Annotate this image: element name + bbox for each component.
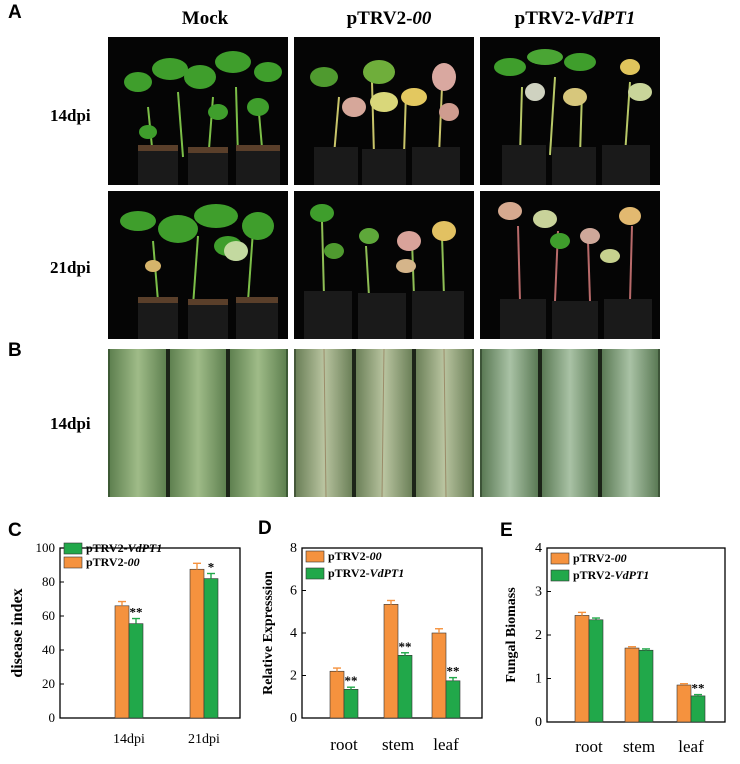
bar: [329, 670, 345, 719]
y-tick-label: 4: [290, 626, 297, 641]
bar: [397, 655, 413, 719]
bar: [189, 568, 205, 719]
y-axis-label: Relative Expresssion: [261, 571, 276, 695]
panel-letter-c: C: [8, 520, 22, 541]
column-header-mock: Mock: [181, 8, 229, 29]
photo-mock-14dpi: [108, 37, 288, 185]
photo-ptrv2-vdpt1-21dpi: [480, 191, 660, 339]
x-tick-label: root: [330, 735, 358, 754]
bar: [624, 647, 640, 723]
column-header-ptrv2-00: pTRV2-00: [346, 8, 432, 29]
legend-swatch: [63, 556, 83, 569]
y-tick-label: 20: [42, 676, 55, 691]
significance-label: **: [447, 664, 460, 679]
chart-d-container: 0 2 4 6 8 Relative Expresssion ** root ** stem ** l…: [250, 530, 495, 764]
x-tick-label: 21dpi: [188, 732, 220, 747]
legend-label: pTRV2-VdPT1: [328, 566, 404, 580]
panel-letter-d: D: [258, 518, 272, 539]
x-tick-label: leaf: [433, 735, 459, 754]
panel-letter-b: B: [8, 340, 22, 361]
stem-photo-mock: [108, 349, 288, 497]
column-header-ptrv2-vdpt1: pTRV2-VdPT1: [514, 8, 636, 29]
significance-label: *: [208, 560, 215, 575]
bar: [114, 605, 130, 719]
significance-label: **: [399, 639, 412, 654]
panel-letter-a: A: [8, 2, 22, 23]
photo-ptrv2-00-14dpi: [294, 37, 474, 185]
bar: [343, 689, 359, 719]
significance-label: **: [692, 681, 705, 696]
y-tick-label: 2: [290, 669, 297, 684]
y-tick-label: 40: [42, 642, 55, 657]
legend-label: pTRV2-VdPT1: [573, 568, 649, 582]
legend-swatch: [305, 567, 325, 580]
y-tick-label: 4: [535, 541, 542, 556]
bar: [383, 604, 399, 719]
y-tick-label: 0: [290, 711, 297, 726]
y-tick-label: 100: [36, 540, 56, 555]
photo-mock-21dpi: [108, 191, 288, 339]
y-tick-label: 3: [535, 585, 542, 600]
row-header-b-14dpi: 14dpi: [50, 414, 91, 433]
y-axis-label: Fungal Biomass: [504, 587, 519, 683]
y-tick-label: 6: [290, 584, 297, 599]
bar: [588, 619, 604, 723]
x-tick-label: root: [575, 737, 603, 756]
chart-e-container: 0 1 2 3 4 Fungal Biomass root stem ** leaf pTRV2-0…: [495, 530, 740, 764]
photo-ptrv2-00-21dpi: [294, 191, 474, 339]
bar: [638, 649, 654, 723]
bar: [445, 680, 461, 719]
bar: [676, 684, 692, 723]
bar: [431, 632, 447, 719]
panel-letter-e: E: [500, 520, 513, 541]
y-axis-label: disease index: [9, 588, 26, 677]
legend-label: pTRV2-00: [86, 555, 140, 569]
y-tick-label: 80: [42, 574, 55, 589]
y-tick-label: 0: [49, 710, 56, 725]
plot-frame: [59, 547, 241, 719]
x-tick-label: stem: [382, 735, 414, 754]
x-tick-label: 14dpi: [113, 732, 145, 747]
bar: [203, 578, 219, 719]
y-tick-label: 8: [290, 541, 297, 556]
bar: [690, 695, 706, 723]
legend-swatch: [550, 552, 570, 565]
row-header-a-21dpi: 21dpi: [50, 258, 91, 277]
legend-swatch: [63, 542, 83, 555]
significance-label: **: [130, 605, 143, 620]
legend-swatch: [550, 569, 570, 582]
x-tick-label: stem: [623, 737, 655, 756]
chart-c-disease-index: 0 20 40 60 80 100 disease index ** 14dpi * 21dpi pT…: [9, 540, 241, 747]
chart-e-fungal-biomass: 0 1 2 3 4 Fungal Biomass root stem ** leaf pTRV2-0…: [504, 541, 726, 756]
y-tick-label: 0: [535, 715, 542, 730]
y-tick-label: 1: [535, 672, 542, 687]
x-tick-label: leaf: [678, 737, 704, 756]
stem-photo-ptrv2-vdpt1: [480, 349, 660, 497]
stem-photo-ptrv2-00: [294, 349, 474, 497]
chart-c-container: 0 20 40 60 80 100 disease index ** 14dpi * 21dpi pT…: [0, 530, 250, 764]
bar: [574, 615, 590, 723]
y-tick-label: 60: [42, 608, 55, 623]
legend-swatch: [305, 550, 325, 563]
row-header-a-14dpi: 14dpi: [50, 106, 91, 125]
legend-label: pTRV2-VdPT1: [86, 541, 162, 555]
significance-label: **: [345, 673, 358, 688]
y-tick-label: 2: [535, 628, 542, 643]
photo-ptrv2-vdpt1-14dpi: [480, 37, 660, 185]
bar: [128, 623, 144, 719]
chart-d-relative-expression: 0 2 4 6 8 Relative Expresssion ** root ** stem ** l…: [261, 541, 483, 754]
legend-label: pTRV2-00: [328, 549, 382, 563]
legend-label: pTRV2-00: [573, 551, 627, 565]
